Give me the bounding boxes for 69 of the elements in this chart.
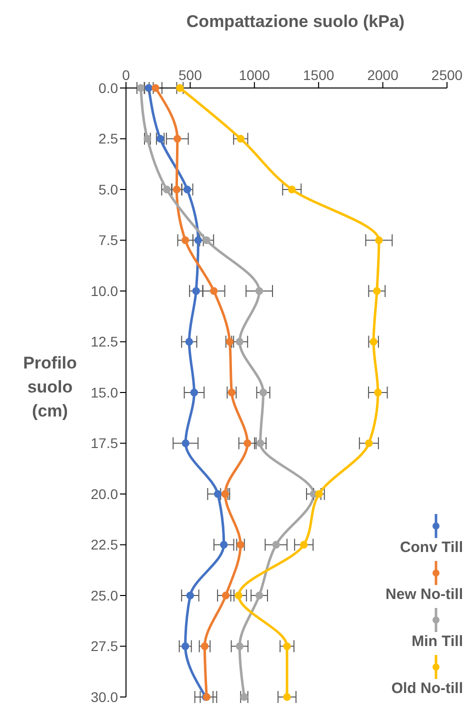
legend-label: New No-till	[386, 586, 463, 603]
point	[192, 287, 200, 295]
y-tick-label: 15.0	[90, 384, 118, 400]
y-tick-label: 10.0	[90, 282, 118, 299]
y-tick-label: 25.0	[90, 587, 118, 604]
point	[236, 540, 244, 549]
point	[256, 439, 264, 448]
point	[181, 642, 190, 650]
point	[214, 490, 222, 498]
y-tick-label: 7.5	[98, 232, 118, 248]
point	[144, 84, 153, 92]
x-axis-title: Compattazione suolo (kPa)	[185, 12, 406, 32]
point	[373, 287, 381, 295]
point	[181, 236, 190, 244]
point	[370, 338, 378, 346]
x-tick-label: 1500	[303, 67, 334, 83]
y-axis-title: Profilo suolo (cm)	[23, 354, 77, 420]
point	[226, 338, 234, 346]
point	[255, 592, 264, 600]
y-tick-label: 5.0	[98, 181, 118, 198]
point	[174, 134, 182, 143]
legend-label: Old No-till	[391, 680, 463, 697]
point	[156, 134, 164, 143]
point	[185, 338, 194, 346]
point	[244, 439, 252, 448]
point	[152, 84, 160, 92]
x-tick-label: 0	[122, 67, 130, 83]
y-tick-label: 0.0	[98, 80, 118, 96]
point	[255, 287, 264, 295]
point	[176, 84, 184, 92]
x-tick-label: 2500	[431, 67, 463, 83]
point	[283, 642, 291, 650]
point	[222, 592, 230, 600]
point	[236, 134, 245, 143]
point	[190, 388, 198, 396]
point	[210, 287, 218, 295]
legend-label: Conv Till	[400, 539, 463, 556]
y-tick-label: 17.5	[90, 435, 118, 452]
y-tick-label: 12.5	[90, 334, 118, 350]
legend-label: Min Till	[412, 633, 463, 650]
y-tick-label: 20.0	[90, 486, 118, 502]
point	[315, 490, 323, 498]
point	[186, 592, 194, 600]
point	[272, 540, 280, 549]
point	[220, 540, 228, 549]
y-tick-label: 2.5	[98, 130, 118, 147]
point	[234, 592, 242, 600]
point	[375, 236, 383, 244]
point	[144, 134, 152, 143]
point	[236, 338, 244, 346]
point	[259, 388, 268, 396]
point	[136, 84, 145, 92]
point	[200, 642, 209, 650]
point	[182, 439, 190, 448]
point	[288, 186, 296, 194]
y-tick-label: 22.5	[90, 536, 118, 553]
x-tick-label: 1000	[238, 67, 270, 83]
y-tick-label: 27.5	[90, 638, 118, 654]
point	[228, 388, 236, 396]
x-tick-label: 500	[178, 67, 202, 83]
point	[202, 236, 210, 244]
point	[300, 540, 308, 549]
y-tick-label: 30.0	[90, 688, 118, 705]
point	[240, 693, 248, 701]
point	[236, 642, 244, 650]
point	[283, 693, 291, 701]
x-tick-label: 2000	[367, 67, 399, 83]
point	[365, 439, 373, 448]
point	[374, 388, 382, 396]
